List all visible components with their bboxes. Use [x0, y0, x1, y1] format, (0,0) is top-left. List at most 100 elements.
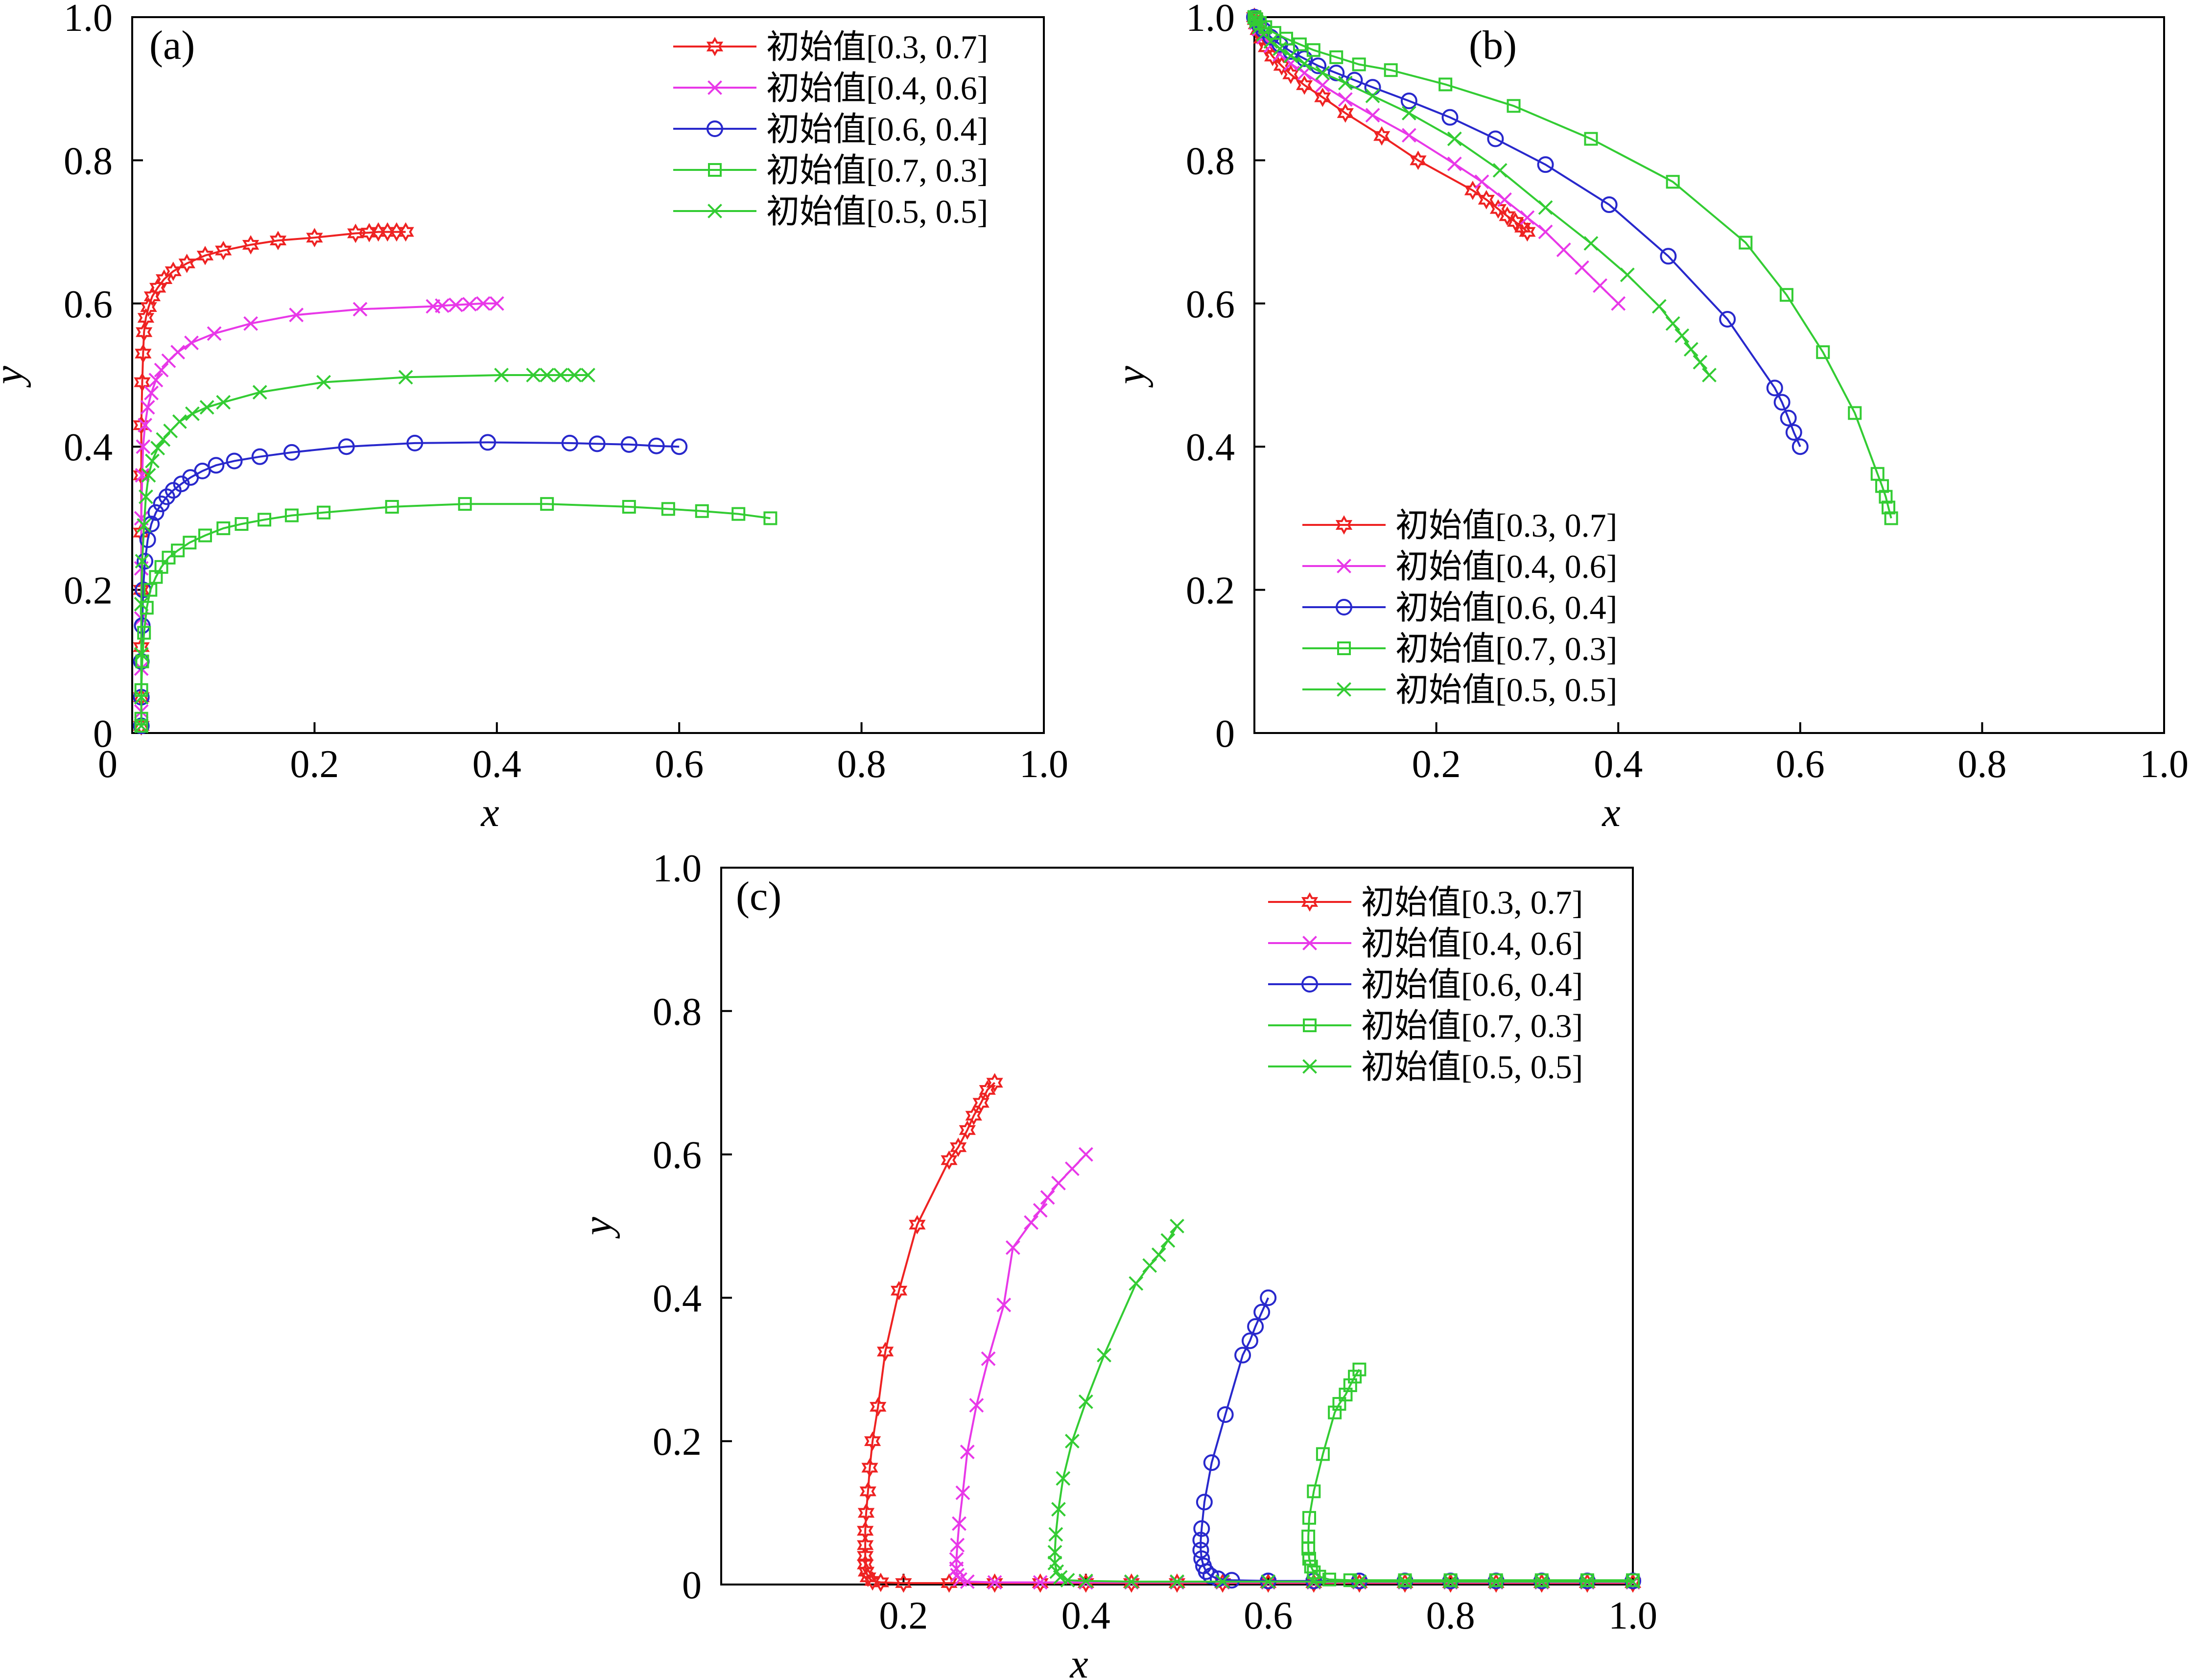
data-point: [1196, 1493, 1213, 1511]
series-line: [1200, 1297, 1633, 1582]
data-point: [1192, 1541, 1209, 1559]
data-point: [661, 502, 675, 516]
data-point: [870, 1397, 887, 1417]
data-point: [581, 368, 595, 382]
series-line: [140, 441, 680, 726]
data-point: [1249, 14, 1264, 29]
x-tick-label: 0.8: [1957, 743, 2006, 786]
data-point: [475, 296, 491, 311]
data-point: [1033, 1203, 1048, 1218]
data-point: [952, 1516, 966, 1531]
data-point: [1683, 342, 1698, 357]
data-point: [215, 240, 232, 260]
data-point: [283, 444, 300, 461]
legend-entry: 初始值[0.4, 0.6]: [1361, 925, 1583, 962]
data-point: [1443, 1574, 1458, 1589]
data-point: [243, 316, 258, 331]
data-point: [135, 554, 150, 569]
y-tick-label: 0.2: [64, 569, 113, 613]
data-point: [406, 434, 424, 451]
x-axis-label: x: [1069, 1641, 1088, 1680]
data-point: [1410, 150, 1427, 170]
x-tick-label: 0.2: [879, 1594, 928, 1637]
data-point: [1464, 181, 1482, 200]
data-point: [462, 297, 477, 312]
legend: 初始值[0.3, 0.7] 初始值[0.4, 0.6] 初始值[0.6, 0.4] 初…: [1302, 507, 1617, 709]
data-point: [1247, 10, 1262, 24]
legend-entry: 初始值[0.4, 0.6]: [766, 70, 988, 107]
data-point: [1870, 467, 1885, 481]
data-point: [150, 441, 165, 456]
data-point: [996, 1298, 1012, 1312]
data-point: [1297, 56, 1312, 71]
data-point: [876, 1342, 894, 1361]
data-point: [1051, 1502, 1066, 1517]
data-point: [1170, 1219, 1184, 1233]
data-point: [1306, 1574, 1321, 1589]
data-point: [1234, 1347, 1251, 1364]
x-tick-label: 0.8: [1426, 1594, 1475, 1637]
panel-label: (a): [149, 23, 195, 68]
x-tick-label: 1.0: [1019, 743, 1068, 786]
panel-label: (c): [736, 874, 781, 919]
data-point: [763, 511, 778, 525]
data-point: [1142, 1258, 1157, 1273]
data-point: [1537, 156, 1554, 173]
data-point: [1507, 212, 1524, 232]
legend-entry: 初始值[0.5, 0.5]: [1395, 671, 1617, 709]
data-point: [1217, 1406, 1234, 1423]
data-point: [1780, 409, 1797, 426]
series-3: [1192, 1289, 1641, 1589]
data-point: [857, 1535, 874, 1555]
y-axis-label: y: [1108, 366, 1154, 388]
legend-swatch-marker: [1337, 559, 1351, 573]
data-point: [1773, 394, 1791, 411]
data-point: [284, 508, 299, 522]
data-point: [1078, 1575, 1093, 1590]
data-point: [1064, 1434, 1080, 1449]
data-point: [540, 368, 555, 382]
data-point: [153, 496, 170, 513]
series-5: [1247, 10, 1717, 382]
data-point: [1879, 490, 1893, 504]
legend-entry: 初始值[0.3, 0.7]: [1395, 507, 1617, 544]
data-point: [137, 626, 151, 640]
data-point: [864, 1431, 881, 1451]
data-point: [489, 296, 504, 311]
data-point: [1273, 41, 1287, 56]
data-point: [1519, 222, 1536, 242]
data-point: [147, 504, 165, 521]
plot-frame: [1253, 16, 2165, 734]
data-point: [1514, 218, 1532, 237]
data-point: [1492, 163, 1508, 178]
data-point: [1316, 1447, 1330, 1461]
data-point: [1620, 267, 1635, 283]
data-point: [859, 1481, 876, 1501]
legend-swatch-marker: [1335, 515, 1353, 535]
data-point: [1170, 1574, 1184, 1589]
legend-swatch-marker: [708, 163, 722, 177]
legend-swatch-marker: [1301, 976, 1318, 993]
data-point: [1373, 126, 1391, 146]
data-point: [1151, 1247, 1166, 1262]
data-point: [306, 228, 323, 248]
data-point: [1247, 1318, 1264, 1335]
data-point: [1315, 66, 1330, 80]
data-point: [135, 344, 152, 363]
data-point: [1674, 328, 1690, 343]
x-tick-label: 0.4: [472, 743, 521, 786]
data-point: [1193, 1520, 1210, 1537]
legend-swatch-marker: [1302, 1059, 1317, 1074]
data-point: [1293, 37, 1307, 51]
data-point: [1400, 93, 1417, 110]
legend-entry: 初始值[0.5, 0.5]: [766, 193, 988, 230]
series-line: [140, 302, 497, 726]
data-point: [949, 1561, 964, 1576]
data-point: [226, 452, 243, 470]
y-tick-label: 0.6: [1186, 283, 1235, 326]
data-point: [162, 550, 176, 565]
y-tick-label: 0.4: [653, 1277, 702, 1320]
data-point: [731, 507, 746, 521]
panel-c: 0 0.2 0.4 0.6 0.8 1.0 0.2 0.4 0.6 0.8 1.0 x y (c) 初始值[…: [575, 847, 1657, 1680]
data-point: [965, 1106, 982, 1126]
